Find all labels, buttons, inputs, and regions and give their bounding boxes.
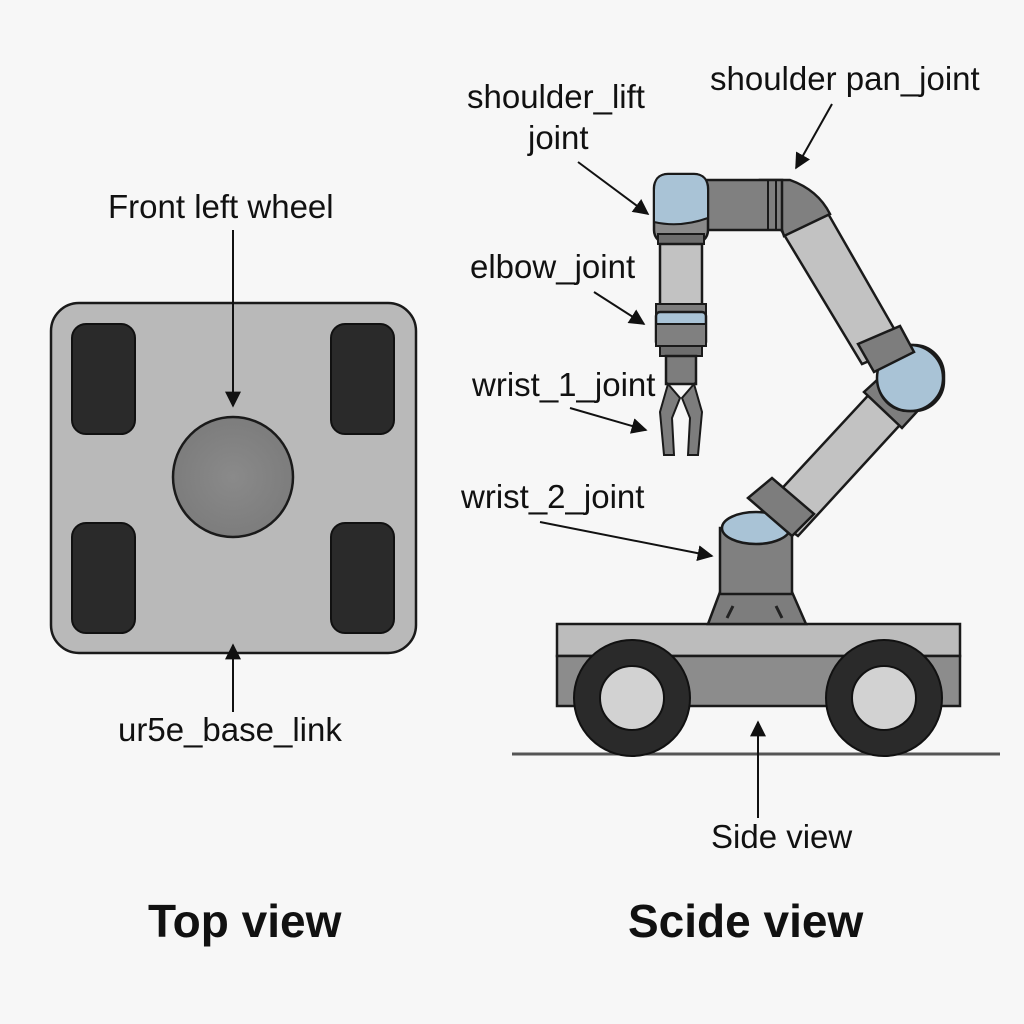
label-shoulder-lift-line2: joint bbox=[528, 119, 589, 156]
top-arm-mount-circle bbox=[171, 415, 295, 539]
side-wheel-right bbox=[825, 639, 943, 757]
label-wrist-1: wrist_1_joint bbox=[472, 366, 656, 403]
label-elbow: elbow_joint bbox=[470, 248, 636, 285]
gripper bbox=[658, 354, 704, 456]
arm-pedestal bbox=[706, 510, 808, 626]
side-wheel-left bbox=[573, 639, 691, 757]
label-shoulder-pan: shoulder pan_joint bbox=[710, 60, 980, 97]
label-side-view: Side view bbox=[711, 818, 853, 855]
label-wrist-2: wrist_2_joint bbox=[461, 478, 645, 515]
top-wheel-rear-right bbox=[330, 522, 395, 634]
arrow-elbow bbox=[593, 291, 646, 325]
arrow-shoulder-lift bbox=[577, 161, 650, 215]
arm-forearm bbox=[655, 242, 707, 317]
title-side-view: Scide view bbox=[628, 895, 864, 947]
shoulder-segment bbox=[700, 178, 784, 232]
top-wheel-front-left bbox=[71, 323, 136, 435]
top-wheel-rear-left bbox=[71, 522, 136, 634]
label-base-link: ur5e_base_link bbox=[118, 711, 342, 748]
shoulder-lift-joint-body bbox=[652, 172, 710, 246]
arrow-shoulder-pan bbox=[795, 103, 833, 170]
title-top-view: Top view bbox=[148, 895, 342, 947]
top-view-robot-base bbox=[49, 301, 418, 655]
wrist-joint-body bbox=[654, 310, 708, 357]
label-shoulder-lift-line1: shoulder_lift bbox=[467, 78, 645, 115]
label-front-left-wheel: Front left wheel bbox=[108, 188, 334, 225]
arrow-wrist-2 bbox=[539, 521, 714, 562]
side-view-mobile-base bbox=[555, 622, 962, 757]
top-wheel-front-right bbox=[330, 323, 395, 435]
arrow-wrist-1 bbox=[569, 407, 648, 434]
